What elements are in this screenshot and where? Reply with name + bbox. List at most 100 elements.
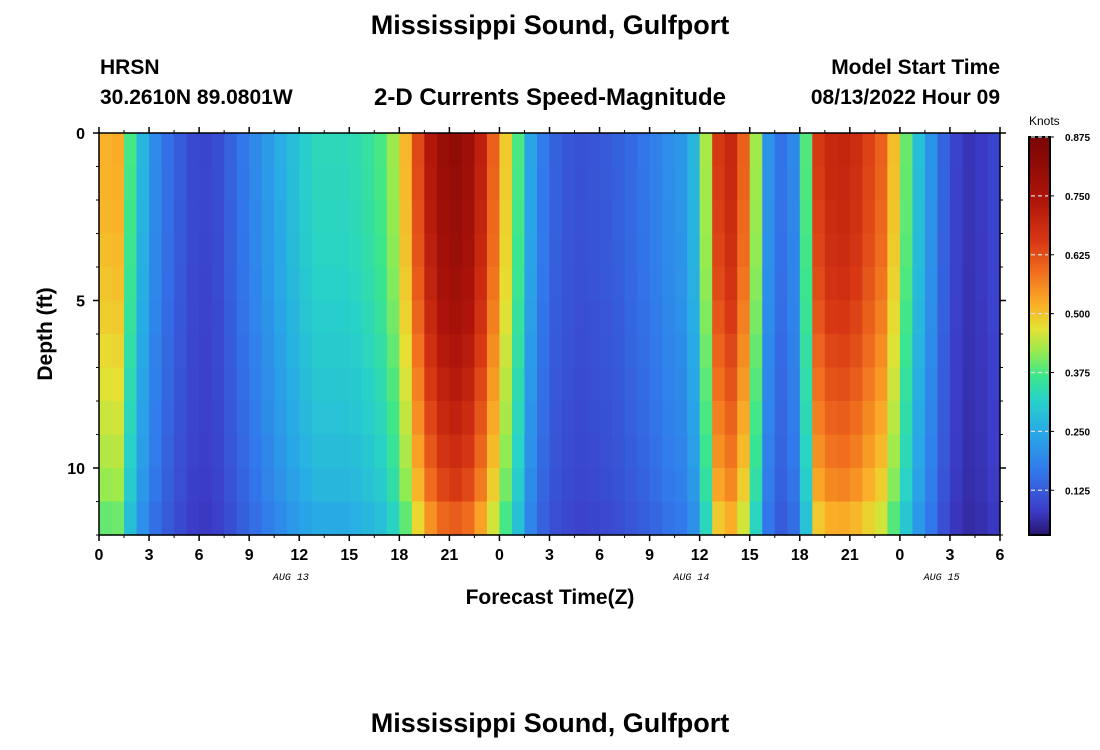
heatmap-cell xyxy=(874,267,888,302)
heatmap-cell xyxy=(311,501,325,536)
heatmap-cell xyxy=(849,133,863,168)
heatmap-cell xyxy=(249,200,263,235)
heatmap-cell xyxy=(186,468,200,503)
heatmap-cell xyxy=(324,166,338,201)
heatmap-cell xyxy=(937,267,951,302)
heatmap-cell xyxy=(224,200,238,235)
heatmap-cell xyxy=(199,133,213,168)
heatmap-cell xyxy=(249,468,263,503)
heatmap-cell xyxy=(974,133,989,168)
heatmap-cell xyxy=(124,267,138,302)
heatmap-cell xyxy=(637,233,651,268)
heatmap-cell xyxy=(862,468,876,503)
heatmap-cell xyxy=(912,334,926,369)
heatmap-cell xyxy=(386,300,400,335)
heatmap-cell xyxy=(637,334,651,369)
heatmap-cell xyxy=(311,300,325,335)
heatmap-cell xyxy=(211,133,225,168)
heatmap-cell xyxy=(411,334,425,369)
heatmap-cell xyxy=(787,233,801,268)
heatmap-cell xyxy=(261,501,275,536)
heatmap-cell xyxy=(724,200,738,235)
heatmap-cell xyxy=(111,401,125,436)
heatmap-cell xyxy=(949,501,964,536)
heatmap-cell xyxy=(399,468,413,503)
heatmap-cell xyxy=(787,166,801,201)
heatmap-cell xyxy=(499,367,513,402)
heatmap-cell xyxy=(511,501,526,536)
heatmap-cell xyxy=(562,233,576,268)
heatmap-cell xyxy=(662,367,676,402)
heatmap-cell xyxy=(549,267,563,302)
heatmap-cell xyxy=(987,200,1001,235)
heatmap-cell xyxy=(849,367,863,402)
heatmap-cell xyxy=(787,468,801,503)
heatmap-cell xyxy=(549,133,563,168)
heatmap-cell xyxy=(724,334,738,369)
y-axis: 0 5 10 xyxy=(67,126,1006,536)
heatmap-cell xyxy=(374,133,388,168)
heatmap-cell xyxy=(899,233,913,268)
heatmap-cell xyxy=(274,334,288,369)
heatmap-cell xyxy=(899,200,913,235)
heatmap-cell xyxy=(862,300,876,335)
heatmap-cell xyxy=(186,133,200,168)
heatmap-cell xyxy=(899,367,913,402)
heatmap-cell xyxy=(161,200,175,235)
heatmap-cell xyxy=(849,200,863,235)
heatmap-cell xyxy=(499,300,513,335)
heatmap-cell xyxy=(962,166,976,201)
heatmap-cell xyxy=(536,434,551,469)
heatmap-cell xyxy=(299,133,313,168)
heatmap-cell xyxy=(799,166,813,201)
heatmap-cell xyxy=(562,200,576,235)
heatmap-cell xyxy=(649,401,663,436)
heatmap-cell xyxy=(837,468,851,503)
heatmap-cell xyxy=(524,468,538,503)
heatmap-cell xyxy=(186,367,200,402)
heatmap-cell xyxy=(311,401,325,436)
heatmap-cell xyxy=(224,434,238,469)
heatmap-cell xyxy=(912,300,926,335)
heatmap-cell xyxy=(249,434,263,469)
heatmap-cell xyxy=(849,334,863,369)
heatmap-cell xyxy=(874,434,888,469)
colorbar-tick-label: 0.125 xyxy=(1065,486,1090,497)
heatmap-cell xyxy=(249,367,263,402)
heatmap-cell xyxy=(987,300,1001,335)
heatmap-cell xyxy=(361,468,375,503)
heatmap-cell xyxy=(99,501,113,536)
heatmap-cell xyxy=(511,334,526,369)
heatmap-cell xyxy=(486,334,501,369)
heatmap-cell xyxy=(924,300,939,335)
heatmap-cell xyxy=(111,200,125,235)
heatmap-cell xyxy=(599,434,613,469)
heatmap-cell xyxy=(799,501,813,536)
heatmap-cell xyxy=(737,133,751,168)
heatmap-cell xyxy=(174,233,188,268)
heatmap-cell xyxy=(737,166,751,201)
heatmap-cell xyxy=(499,200,513,235)
heatmap-cell xyxy=(274,367,288,402)
heatmap-cell xyxy=(386,434,400,469)
heatmap-cell xyxy=(762,468,776,503)
heatmap-cell xyxy=(474,166,488,201)
heatmap-cell xyxy=(924,501,939,536)
heatmap-cell xyxy=(749,468,763,503)
heatmap-cell xyxy=(924,401,939,436)
heatmap-cell xyxy=(399,434,413,469)
heatmap-cell xyxy=(349,401,363,436)
heatmap-cell xyxy=(887,434,901,469)
heatmap-cell xyxy=(99,300,113,335)
heatmap-cell xyxy=(299,233,313,268)
y-tick-label: 10 xyxy=(67,461,85,478)
heatmap-cell xyxy=(149,166,163,201)
heatmap-cell xyxy=(149,334,163,369)
heatmap-cell xyxy=(324,200,338,235)
heatmap-cell xyxy=(799,300,813,335)
heatmap-cell xyxy=(699,401,713,436)
heatmap-cell xyxy=(461,267,476,302)
heatmap-cell xyxy=(887,468,901,503)
heatmap-cell xyxy=(674,367,688,402)
heatmap-cell xyxy=(612,367,626,402)
